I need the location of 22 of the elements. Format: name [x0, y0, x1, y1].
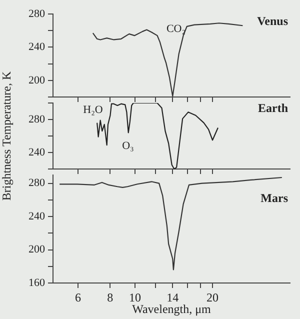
y-tick-label: 280: [28, 113, 46, 126]
series-label: Mars: [260, 191, 288, 206]
x-axis-title: Wavelength, μm: [132, 302, 212, 316]
series-label: Venus: [257, 14, 288, 28]
y-tick-label: 200: [28, 244, 46, 256]
y-tick-label: 200: [28, 74, 46, 86]
text: Earth: [258, 101, 288, 116]
y-tick-label: 280: [28, 8, 46, 20]
x-tick-label: 6: [74, 290, 81, 304]
annotation: H₂O: [83, 104, 103, 116]
x-tick-label: 8: [107, 290, 114, 304]
x-tick-label: 20: [206, 290, 219, 304]
y-tick-label: 240: [28, 146, 46, 158]
y-axis-title: Brightness Temperature, K: [0, 71, 14, 201]
y-tick-label: 160: [28, 276, 46, 289]
y-tick-label: 240: [28, 210, 46, 222]
y-tick-label: 240: [28, 41, 46, 54]
annotation: CO₂: [166, 22, 186, 35]
x-tick-label: 10: [129, 290, 142, 304]
x-tick-label: 14: [166, 290, 179, 304]
y-tick-label: 280: [28, 177, 46, 190]
annotation: O₃: [122, 140, 134, 152]
